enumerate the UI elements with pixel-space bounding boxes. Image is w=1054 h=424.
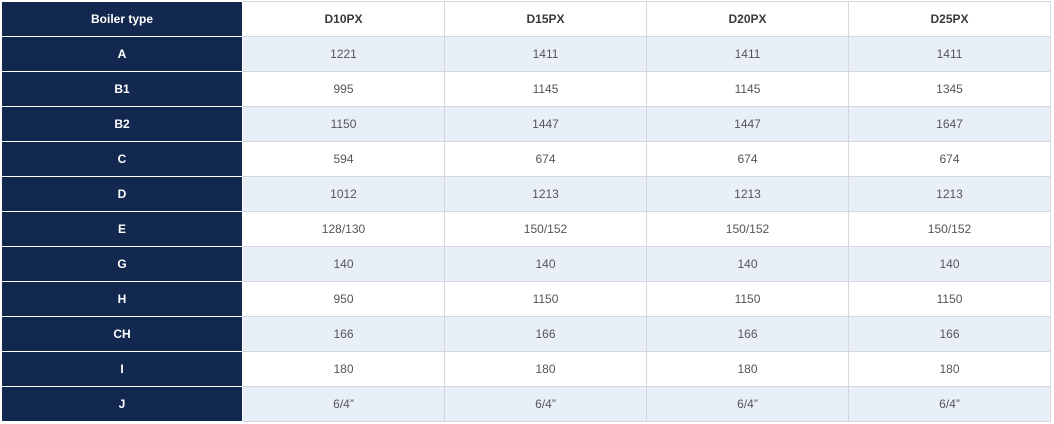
table-body: A 1221 1411 1411 1411 B1 995 1145 1145 1345 B2 1150… bbox=[1, 36, 1051, 422]
table-cell: 1221 bbox=[242, 36, 445, 72]
table-cell: 1213 bbox=[848, 176, 1051, 212]
table-cell: 140 bbox=[646, 246, 849, 282]
header-cell: D15PX bbox=[444, 1, 647, 37]
table-cell: 150/152 bbox=[646, 211, 849, 247]
table-cell: 140 bbox=[848, 246, 1051, 282]
table-cell: 180 bbox=[848, 351, 1051, 387]
table-cell: 150/152 bbox=[848, 211, 1051, 247]
table-row: G 140 140 140 140 bbox=[1, 246, 1051, 282]
table-cell: 1411 bbox=[848, 36, 1051, 72]
header-key-cell: Boiler type bbox=[1, 1, 243, 37]
table-cell: 1145 bbox=[444, 71, 647, 107]
table-cell: 166 bbox=[646, 316, 849, 352]
header-cell: D20PX bbox=[646, 1, 849, 37]
table-cell: 1411 bbox=[646, 36, 849, 72]
header-cell: D25PX bbox=[848, 1, 1051, 37]
table-cell: 1150 bbox=[242, 106, 445, 142]
table-cell: 594 bbox=[242, 141, 445, 177]
header-cell: D10PX bbox=[242, 1, 445, 37]
table-cell: 180 bbox=[444, 351, 647, 387]
table-cell: 6/4” bbox=[444, 386, 647, 422]
table-cell: 1447 bbox=[646, 106, 849, 142]
table-cell: 674 bbox=[444, 141, 647, 177]
table-row: CH 166 166 166 166 bbox=[1, 316, 1051, 352]
table-row: A 1221 1411 1411 1411 bbox=[1, 36, 1051, 72]
row-label: B1 bbox=[1, 71, 243, 107]
table-cell: 180 bbox=[646, 351, 849, 387]
table-cell: 166 bbox=[242, 316, 445, 352]
table-cell: 1213 bbox=[646, 176, 849, 212]
table-cell: 674 bbox=[848, 141, 1051, 177]
table-cell: 166 bbox=[848, 316, 1051, 352]
table-cell: 6/4” bbox=[646, 386, 849, 422]
table-cell: 140 bbox=[242, 246, 445, 282]
table-row: J 6/4” 6/4” 6/4” 6/4” bbox=[1, 386, 1051, 422]
table-cell: 166 bbox=[444, 316, 647, 352]
header-row: Boiler type D10PX D15PX D20PX D25PX bbox=[1, 1, 1051, 37]
table-cell: 995 bbox=[242, 71, 445, 107]
row-label: CH bbox=[1, 316, 243, 352]
table-cell: 150/152 bbox=[444, 211, 647, 247]
table-row: B2 1150 1447 1447 1647 bbox=[1, 106, 1051, 142]
row-label: G bbox=[1, 246, 243, 282]
row-label: H bbox=[1, 281, 243, 317]
table-row: I 180 180 180 180 bbox=[1, 351, 1051, 387]
table-cell: 1411 bbox=[444, 36, 647, 72]
table-cell: 674 bbox=[646, 141, 849, 177]
row-label: C bbox=[1, 141, 243, 177]
table-cell: 1012 bbox=[242, 176, 445, 212]
table-cell: 180 bbox=[242, 351, 445, 387]
table-cell: 6/4” bbox=[242, 386, 445, 422]
row-label: I bbox=[1, 351, 243, 387]
table-cell: 1150 bbox=[444, 281, 647, 317]
table-row: C 594 674 674 674 bbox=[1, 141, 1051, 177]
table-cell: 1647 bbox=[848, 106, 1051, 142]
table-row: E 128/130 150/152 150/152 150/152 bbox=[1, 211, 1051, 247]
table-cell: 1213 bbox=[444, 176, 647, 212]
table-cell: 1345 bbox=[848, 71, 1051, 107]
table-cell: 140 bbox=[444, 246, 647, 282]
table-cell: 6/4” bbox=[848, 386, 1051, 422]
row-label: A bbox=[1, 36, 243, 72]
table-row: H 950 1150 1150 1150 bbox=[1, 281, 1051, 317]
table-cell: 1150 bbox=[848, 281, 1051, 317]
row-label: B2 bbox=[1, 106, 243, 142]
row-label: J bbox=[1, 386, 243, 422]
table-cell: 950 bbox=[242, 281, 445, 317]
table-cell: 1447 bbox=[444, 106, 647, 142]
table-cell: 1145 bbox=[646, 71, 849, 107]
table-row: B1 995 1145 1145 1345 bbox=[1, 71, 1051, 107]
row-label: E bbox=[1, 211, 243, 247]
table-cell: 1150 bbox=[646, 281, 849, 317]
table-cell: 128/130 bbox=[242, 211, 445, 247]
row-label: D bbox=[1, 176, 243, 212]
table-row: D 1012 1213 1213 1213 bbox=[1, 176, 1051, 212]
